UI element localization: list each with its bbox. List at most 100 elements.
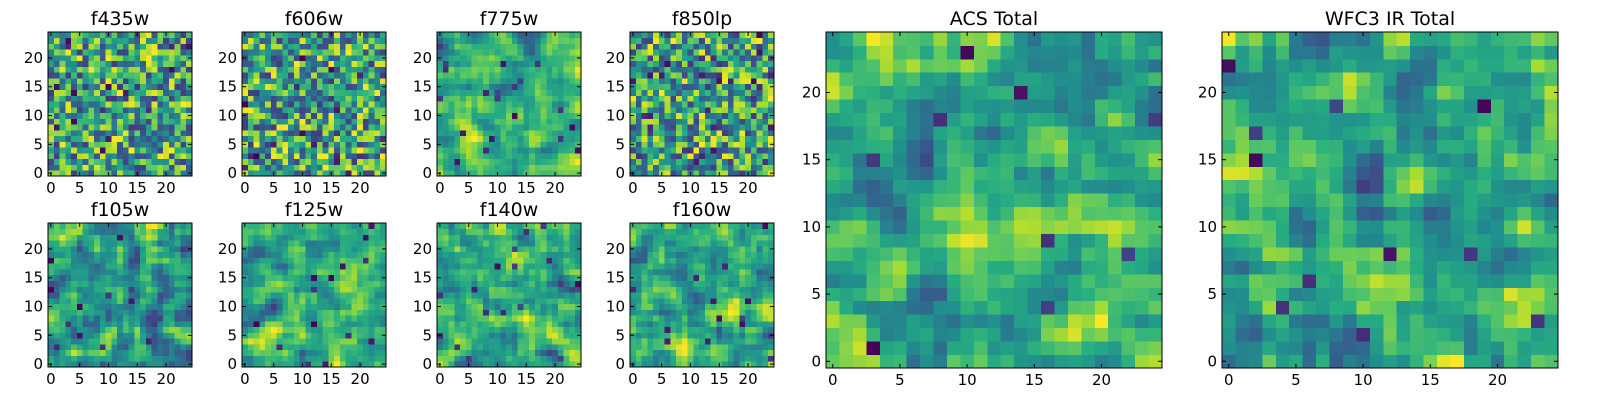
heatmap-cell <box>653 326 660 333</box>
heatmap-cell <box>658 164 665 171</box>
heatmap-cell <box>328 95 335 102</box>
heatmap-cell <box>676 112 683 119</box>
heatmap-cell <box>739 106 746 114</box>
heatmap-cell <box>163 269 170 276</box>
heatmap-cell <box>762 297 769 305</box>
heatmap-cell <box>768 32 775 39</box>
heatmap-cell <box>328 37 335 44</box>
heatmap-cell <box>442 257 449 264</box>
heatmap-cell <box>670 315 677 322</box>
heatmap-cell <box>681 292 688 299</box>
heatmap-cell <box>523 66 530 73</box>
heatmap-cell <box>658 124 665 131</box>
heatmap-cell <box>270 240 277 247</box>
heatmap-cell <box>658 89 665 96</box>
heatmap-cell <box>339 129 347 137</box>
heatmap-cell <box>186 118 193 125</box>
heatmap-cell <box>483 170 490 177</box>
y-tick-label: 10 <box>218 298 237 316</box>
heatmap-cell <box>163 147 170 154</box>
heatmap-cell <box>762 303 769 310</box>
heatmap-cell <box>105 297 112 305</box>
y-tick-label: 15 <box>413 269 432 287</box>
heatmap-cell <box>128 124 135 131</box>
heatmap-cell <box>693 72 700 79</box>
heatmap-cell <box>253 246 260 253</box>
heatmap-cell <box>174 101 181 108</box>
heatmap-cell <box>647 274 654 281</box>
heatmap-cell <box>569 89 576 96</box>
heatmap-cell <box>563 228 570 235</box>
heatmap-cell <box>270 297 277 305</box>
heatmap-cell <box>471 32 478 39</box>
heatmap-cell <box>704 72 712 79</box>
heatmap-cell <box>727 141 735 148</box>
heatmap-cell <box>282 332 289 339</box>
heatmap-cell <box>259 292 266 299</box>
heatmap-cell <box>745 49 752 56</box>
heatmap-cell <box>653 95 660 102</box>
heatmap-cell <box>483 326 490 333</box>
heatmap-cell <box>523 309 530 316</box>
heatmap-cell <box>362 286 370 293</box>
heatmap-cell <box>716 66 723 73</box>
heatmap-cell <box>716 338 723 345</box>
heatmap-cell <box>48 349 55 356</box>
heatmap-cell <box>454 292 461 299</box>
heatmap-cell <box>328 280 335 287</box>
heatmap-cell <box>500 280 507 287</box>
heatmap-cell <box>299 89 306 96</box>
heatmap-cell <box>88 147 95 154</box>
heatmap-cell <box>500 332 507 339</box>
heatmap-cell <box>351 292 358 299</box>
heatmap-cell <box>65 152 72 160</box>
heatmap-cell <box>500 170 507 177</box>
heatmap-cell <box>630 297 637 305</box>
heatmap-cell <box>471 343 478 351</box>
heatmap-cell <box>380 286 387 293</box>
heatmap-cell <box>437 297 444 305</box>
heatmap-cell <box>523 343 530 351</box>
heatmap-cell <box>48 234 55 241</box>
heatmap-cell <box>374 303 381 310</box>
heatmap-cell <box>357 147 364 154</box>
heatmap-cell <box>448 49 455 56</box>
heatmap-cell <box>546 228 553 235</box>
heatmap-cell <box>357 55 364 62</box>
heatmap-cell <box>328 106 335 114</box>
heatmap-cell <box>48 292 55 299</box>
heatmap-cell <box>351 78 358 85</box>
heatmap-cell <box>247 72 254 79</box>
heatmap-cell <box>471 309 478 316</box>
heatmap-cell <box>168 43 176 50</box>
heatmap-cell <box>53 320 60 328</box>
heatmap-cell <box>288 124 295 131</box>
heatmap-cell <box>575 338 582 345</box>
heatmap-cell <box>750 32 758 39</box>
heatmap-cell <box>82 223 89 230</box>
heatmap-cell <box>506 152 513 160</box>
heatmap-cell <box>305 147 312 154</box>
heatmap-cell <box>664 164 671 171</box>
heatmap-cell <box>575 135 582 142</box>
heatmap-cell <box>494 240 501 247</box>
heatmap-cell <box>305 320 312 328</box>
heatmap-cell <box>94 95 101 102</box>
heatmap-cell <box>374 60 381 67</box>
heatmap-cell <box>328 135 335 142</box>
heatmap-cell <box>53 228 60 235</box>
heatmap-cell <box>635 55 642 62</box>
heatmap-cell <box>722 338 729 345</box>
heatmap-cell <box>575 228 582 235</box>
heatmap-cell <box>653 43 660 50</box>
heatmap-cell <box>151 228 158 235</box>
heatmap-cell <box>316 101 324 108</box>
heatmap-cell <box>270 251 277 258</box>
heatmap-cell <box>635 343 642 351</box>
heatmap-cell <box>658 37 665 44</box>
heatmap-cell <box>259 66 266 73</box>
heatmap-cell <box>259 228 266 235</box>
heatmap-cell <box>523 49 530 56</box>
heatmap-cell <box>454 361 461 368</box>
heatmap-cell <box>374 361 381 368</box>
